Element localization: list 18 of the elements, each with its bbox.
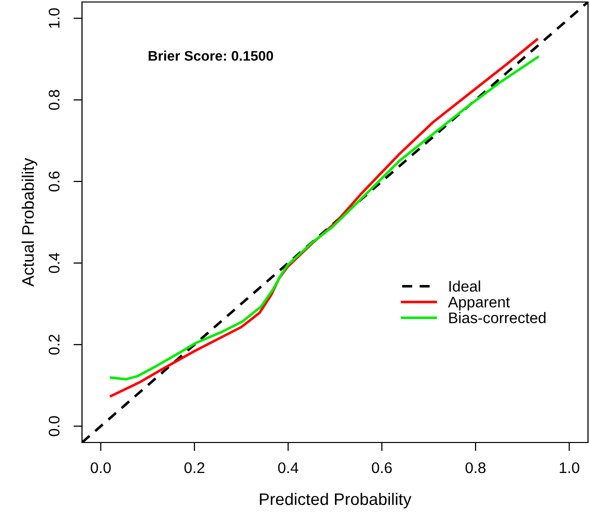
- legend-label: Apparent: [448, 296, 510, 310]
- x-tick-label: 0.0: [90, 462, 111, 474]
- y-tick-label: 0.0: [48, 416, 60, 436]
- y-tick-label: 1.0: [48, 8, 60, 28]
- x-tick-label: 1.0: [560, 462, 580, 474]
- x-tick-label: 0.4: [278, 462, 298, 474]
- legend-label: Ideal: [449, 280, 480, 292]
- legend-label: Bias-corrected: [449, 312, 546, 324]
- y-tick-label: 0.6: [48, 172, 60, 192]
- x-tick-label: 0.8: [466, 462, 486, 474]
- y-tick-label: 0.2: [48, 334, 60, 355]
- y-axis-title: Actual Probability: [22, 158, 38, 287]
- x-axis-title: Predicted Probability: [260, 492, 412, 508]
- x-tick-label: 0.6: [372, 462, 392, 474]
- y-tick-label: 0.4: [48, 252, 60, 274]
- x-tick-label: 0.2: [184, 462, 204, 474]
- y-tick-label: 0.8: [48, 90, 60, 110]
- annotation: Brier Score: 0.1500: [148, 50, 274, 61]
